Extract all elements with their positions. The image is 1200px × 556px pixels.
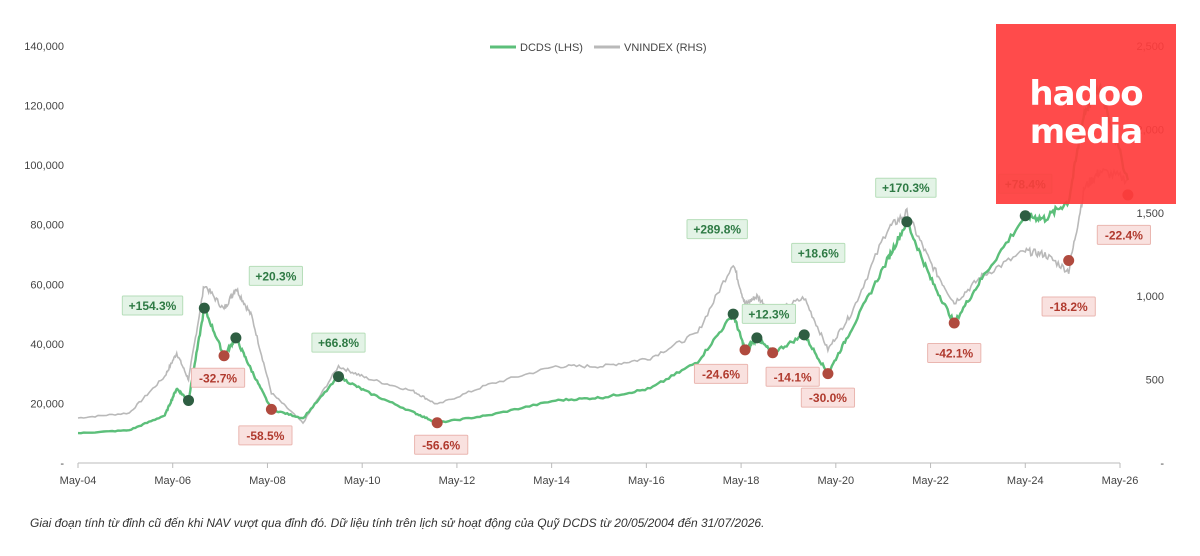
trough-label-box xyxy=(414,434,469,455)
x-tick-label: May-04 xyxy=(60,475,97,487)
peak-marker xyxy=(183,394,195,406)
trough-label-box xyxy=(927,343,982,364)
y-right-tick-label: 1,500 xyxy=(1136,208,1164,220)
x-tick-label: May-10 xyxy=(344,475,381,487)
x-tick-label: May-18 xyxy=(723,475,760,487)
y-right-tick-label: 1,000 xyxy=(1136,291,1164,303)
peak-marker xyxy=(901,216,913,228)
y-left-tick-label: 20,000 xyxy=(30,398,64,410)
peak-label-box xyxy=(741,303,796,324)
x-tick-label: May-22 xyxy=(912,475,949,487)
trough-label-box xyxy=(693,363,749,384)
logo-text-line2: media xyxy=(1029,112,1143,152)
trough-label: -30.0% xyxy=(809,391,847,405)
trough-label-box xyxy=(800,387,856,408)
trough-marker xyxy=(265,403,277,415)
x-tick-label: May-08 xyxy=(249,475,286,487)
trough-label: -32.7% xyxy=(199,371,237,385)
trough-marker xyxy=(948,317,960,329)
peak-label: +66.8% xyxy=(318,336,359,350)
trough-label-box xyxy=(1041,296,1096,317)
y-right-tick-label: - xyxy=(1160,458,1164,470)
y-right-tick-label: 500 xyxy=(1146,375,1164,387)
trough-label: -22.4% xyxy=(1105,228,1143,242)
peak-label: +154.3% xyxy=(129,299,177,313)
footnote: Giai đoạn tính từ đỉnh cũ đến khi NAV vư… xyxy=(30,516,765,530)
x-tick-label: May-26 xyxy=(1102,475,1139,487)
y-left-tick-label: 100,000 xyxy=(24,160,64,172)
y-left-tick-label: - xyxy=(60,458,64,470)
trough-marker xyxy=(822,368,834,380)
trough-marker xyxy=(739,344,751,356)
x-tick-label: May-24 xyxy=(1007,475,1044,487)
trough-label: -42.1% xyxy=(935,347,973,361)
watermark-logo: hadoo media xyxy=(996,24,1176,204)
peak-label: +18.6% xyxy=(798,246,839,260)
x-tick-label: May-06 xyxy=(154,475,191,487)
trough-marker xyxy=(431,417,443,429)
peak-marker xyxy=(333,371,344,383)
x-tick-label: May-16 xyxy=(628,475,665,487)
trough-label: -24.6% xyxy=(702,367,740,381)
peak-label-box xyxy=(875,177,937,198)
series-line-vnindex xyxy=(77,167,1129,425)
peak-label: +289.8% xyxy=(693,223,741,237)
peak-label: +12.3% xyxy=(748,307,789,321)
legend-label-dcds: DCDS (LHS) xyxy=(520,42,583,54)
peak-marker xyxy=(198,302,210,314)
peak-marker xyxy=(230,332,242,344)
trough-label: -58.5% xyxy=(246,429,284,443)
x-tick-label: May-12 xyxy=(439,475,476,487)
trough-label: -56.6% xyxy=(422,438,460,452)
y-left-tick-label: 60,000 xyxy=(30,279,64,291)
trough-marker xyxy=(767,347,779,359)
peak-label-box xyxy=(791,242,846,263)
y-left-tick-label: 40,000 xyxy=(30,339,64,351)
peak-marker xyxy=(798,329,810,341)
peak-marker xyxy=(727,308,739,320)
peak-marker xyxy=(1019,210,1031,222)
y-left-tick-label: 140,000 xyxy=(24,41,64,53)
peak-label-box xyxy=(121,295,184,316)
y-left-tick-label: 80,000 xyxy=(30,220,64,232)
peak-marker xyxy=(751,332,763,344)
trough-label: -14.1% xyxy=(774,370,812,384)
logo-text-line1: hadoo xyxy=(1029,74,1143,114)
peak-label-box xyxy=(311,332,366,353)
trough-marker xyxy=(1063,254,1075,266)
trough-label-box xyxy=(238,425,293,446)
trough-marker xyxy=(218,350,230,362)
peak-label-box xyxy=(248,265,303,286)
peak-label-box xyxy=(686,219,748,240)
x-tick-label: May-14 xyxy=(533,475,570,487)
y-left-tick-label: 120,000 xyxy=(24,101,64,113)
peak-label: +20.3% xyxy=(255,269,296,283)
x-tick-label: May-20 xyxy=(817,475,854,487)
trough-label-box xyxy=(190,367,246,388)
trough-label-box xyxy=(765,366,820,387)
trough-label: -18.2% xyxy=(1050,300,1088,314)
peak-label: +170.3% xyxy=(882,181,930,195)
trough-label-box xyxy=(1096,224,1151,245)
legend-label-vnindex: VNINDEX (RHS) xyxy=(624,42,707,54)
